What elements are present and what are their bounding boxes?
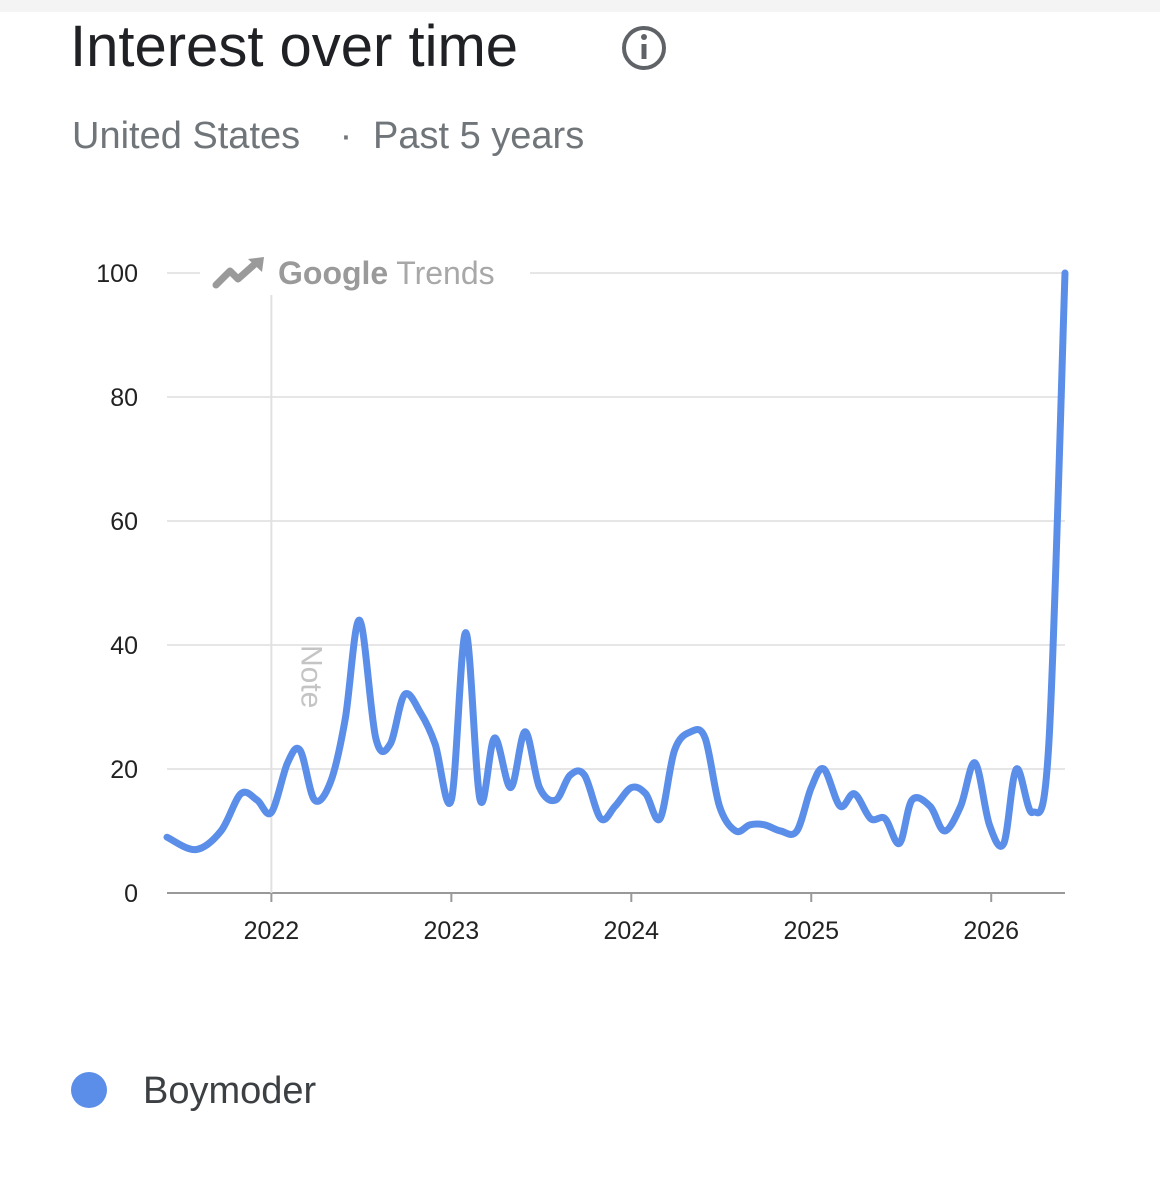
subtitle-separator: ·	[340, 115, 353, 157]
plot-area: 0 20 40 60 80 100 2022 2023 2024 2025 2026 Note Goog…	[96, 251, 1069, 945]
y-tick-label: 100	[96, 260, 138, 288]
info-stem	[641, 44, 647, 59]
watermark-arrow	[248, 257, 264, 272]
watermark-product: Trends	[396, 255, 494, 291]
watermark-brand: Google	[278, 255, 388, 291]
watermark: Google Trends	[278, 255, 495, 291]
x-tick-label: 2025	[783, 917, 839, 945]
chart-title: Interest over time	[70, 14, 518, 79]
y-tick-label: 20	[110, 756, 138, 784]
top-bar	[0, 0, 1160, 12]
subtitle-region: United States	[72, 115, 300, 157]
info-circle	[622, 26, 666, 70]
series-line	[163, 269, 1069, 854]
legend-label[interactable]: Boymoder	[143, 1070, 317, 1112]
y-tick-label: 40	[110, 632, 138, 660]
y-tick-label: 80	[110, 384, 138, 412]
y-tick-label: 60	[110, 508, 138, 536]
watermark-icon	[212, 259, 260, 289]
x-tick-label: 2022	[244, 917, 300, 945]
info-icon[interactable]	[622, 26, 666, 70]
x-tick-label: 2023	[424, 917, 480, 945]
info-dot	[641, 34, 647, 40]
subtitle-period: Past 5 years	[373, 115, 584, 157]
note-label: Note	[294, 645, 327, 708]
x-tick-label: 2026	[963, 917, 1019, 945]
y-tick-label: 0	[124, 880, 138, 908]
x-tick-label: 2024	[603, 917, 659, 945]
legend-marker[interactable]	[71, 1072, 107, 1108]
